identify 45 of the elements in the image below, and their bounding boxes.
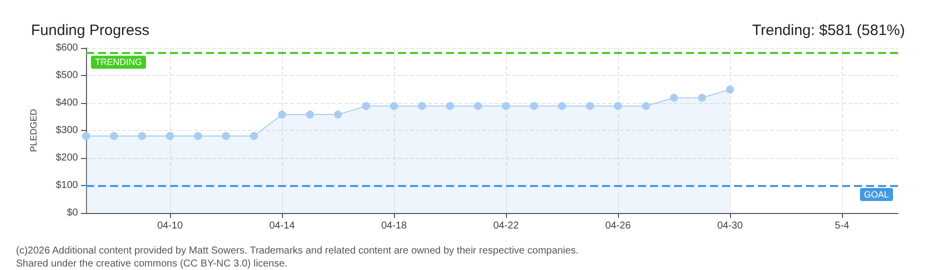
y-axis-title: PLEDGED [28, 108, 38, 152]
y-tick-label: $600 [56, 42, 78, 54]
point [82, 132, 90, 140]
x-tick-label: 04-22 [493, 220, 520, 232]
y-tick-label: $400 [56, 98, 78, 108]
y-tick-label: $300 [56, 125, 78, 136]
point [362, 102, 370, 110]
point [334, 110, 342, 119]
point [222, 132, 230, 140]
point [698, 94, 706, 102]
point [446, 102, 454, 110]
point [110, 132, 118, 140]
point [390, 102, 398, 110]
point [586, 102, 594, 110]
x-tick-label: 5-4 [834, 220, 850, 232]
point [726, 86, 734, 94]
point [250, 132, 258, 140]
ref-line-label: GOAL [864, 190, 889, 200]
text: Shared under the creative commons (CC BY-NC 3.0) license. [16, 258, 288, 270]
x-tick-label: 04-10 [157, 220, 184, 232]
x-tick-label: 04-26 [605, 220, 632, 232]
point [138, 132, 146, 140]
point [502, 102, 510, 110]
point [558, 102, 566, 110]
point [474, 102, 482, 110]
point [166, 132, 174, 140]
point [418, 102, 426, 110]
point [670, 94, 678, 102]
y-tick-label: $500 [56, 70, 78, 81]
point [194, 132, 202, 140]
point [530, 102, 538, 110]
x-tick-label: 04-18 [381, 220, 408, 232]
chart-subtitle: Trending: $581 (581%) [752, 22, 906, 39]
y-tick-label: $200 [56, 152, 78, 164]
point [642, 102, 650, 110]
point [278, 110, 286, 119]
text: (c)2026 Additional content provided by Matt Sowers. Trademarks and related content are owned by their respective companies. [16, 246, 579, 256]
x-tick-label: 04-30 [717, 220, 744, 232]
y-tick-label: $100 [56, 180, 78, 191]
point [614, 102, 622, 110]
ref-line-label: TRENDING [95, 57, 142, 68]
chart-title: Funding Progress [31, 22, 150, 39]
y-tick-label: $0 [66, 208, 78, 218]
x-tick-label: 04-14 [269, 220, 296, 232]
point [306, 110, 314, 119]
